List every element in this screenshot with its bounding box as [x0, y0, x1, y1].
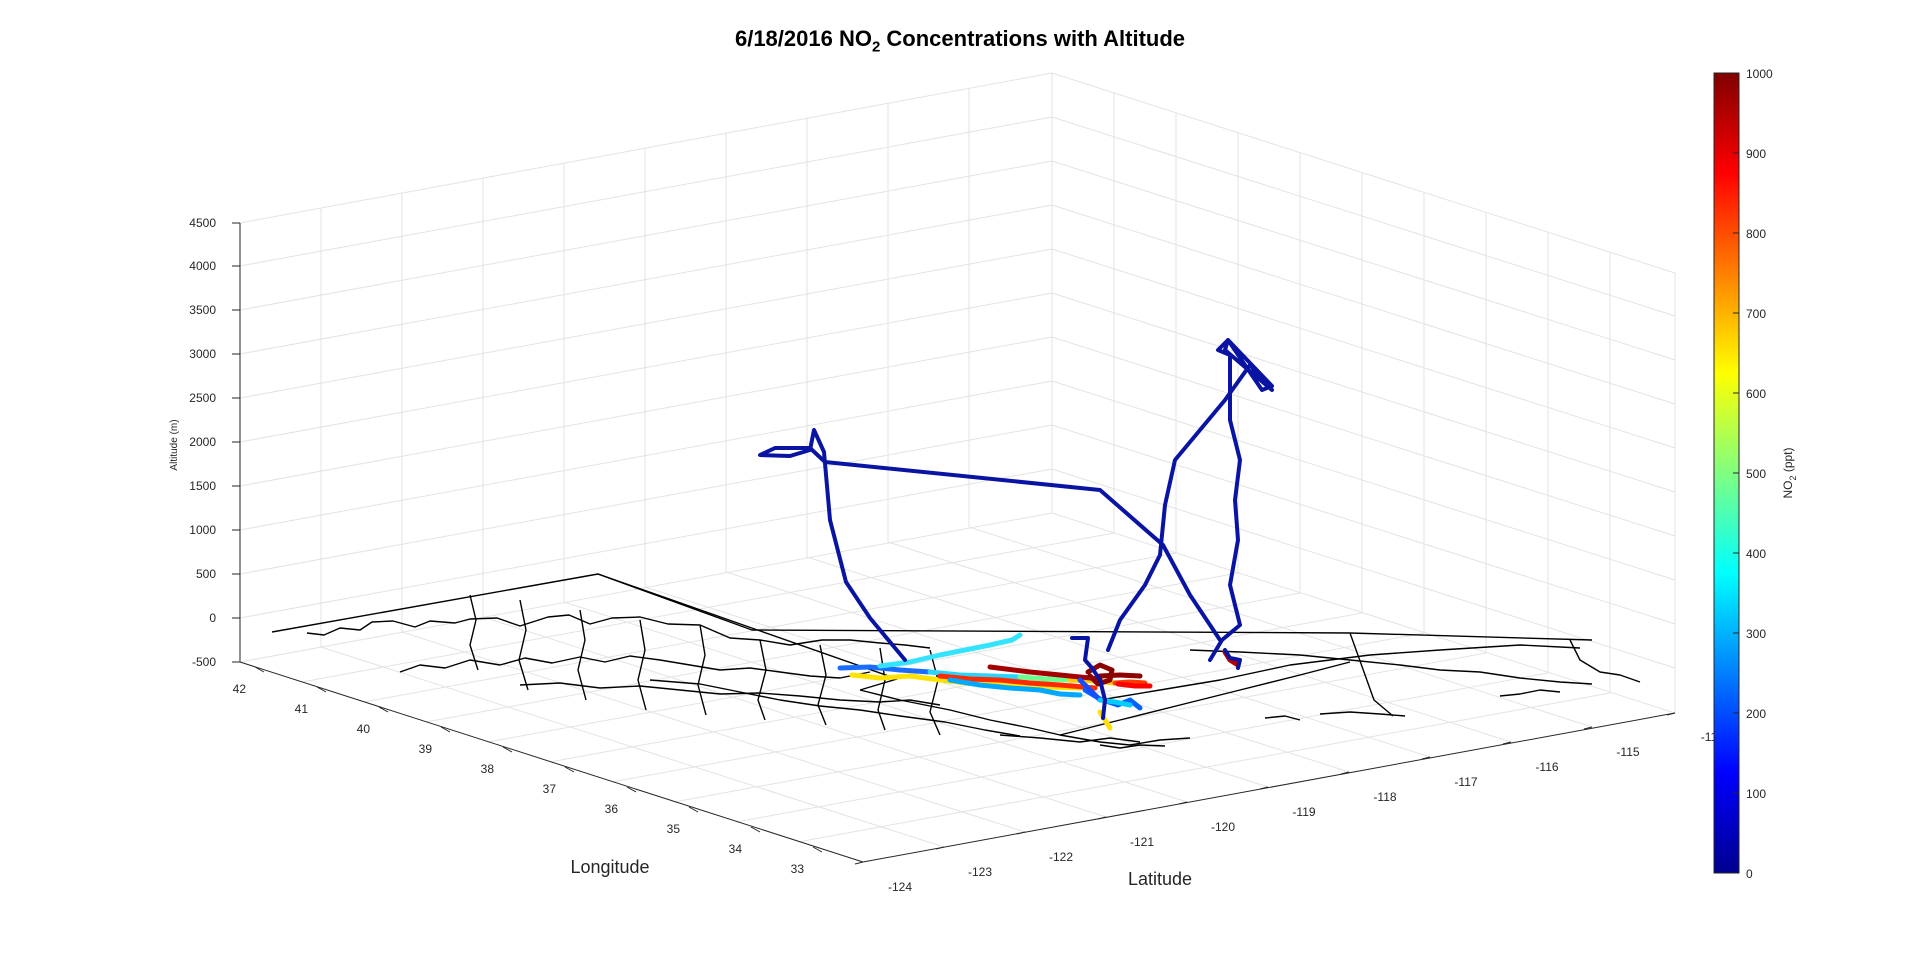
- flight-tracks-aloft: [758, 338, 1274, 720]
- y-tick-label: -11: [1701, 730, 1718, 744]
- z-tick-label: 4500: [189, 216, 216, 230]
- basemap: [271, 573, 1641, 749]
- z-axis-tick-labels: 4500 4000 3500 3000 2500 2000 1500 1000 …: [189, 216, 216, 669]
- colorbar-tick-label: 400: [1746, 547, 1766, 561]
- x-tick-label: 37: [543, 782, 557, 796]
- y-axis-ticks: [854, 712, 1676, 865]
- x-tick-label: 38: [481, 762, 495, 776]
- x-tick-label: 34: [729, 842, 743, 856]
- y-axis-label: Latitude: [1128, 869, 1192, 889]
- boundary-layer-track: [837, 632, 1241, 731]
- colorbar-tick-label: 100: [1746, 787, 1766, 801]
- y-tick-label: -119: [1292, 805, 1315, 819]
- grid-right-wall: [1051, 72, 1676, 714]
- x-tick-label: 39: [419, 742, 433, 756]
- y-tick-label: -120: [1211, 820, 1235, 834]
- y-tick-label: -118: [1373, 790, 1396, 804]
- colorbar-tick-label: 200: [1746, 707, 1766, 721]
- y-tick-label: -115: [1616, 745, 1639, 759]
- colorbar-tick-label: 800: [1746, 227, 1766, 241]
- axes-lines: [239, 223, 1676, 863]
- y-axis-tick-labels: -124 -123 -122 -121 -120 -119 -118 -117 …: [888, 730, 1718, 894]
- x-tick-label: 42: [233, 682, 247, 696]
- grid-floor: [301, 526, 1611, 848]
- z-tick-label: 2000: [189, 435, 216, 449]
- z-tick-label: 500: [196, 567, 216, 581]
- colorbar-tick-labels: 1000 900 800 700 600 500 400 300 200 100…: [1746, 67, 1773, 881]
- x-tick-label: 33: [791, 862, 805, 876]
- y-tick-label: -122: [1049, 850, 1073, 864]
- colorbar-label: NO2 (ppt): [1781, 447, 1798, 498]
- grid-left-wall: [239, 72, 1053, 663]
- flight-track-east: [1106, 338, 1274, 662]
- x-axis-tick-labels: 42 41 40 39 38 37 36 35 34 33: [233, 682, 805, 876]
- colorbar-tick-label: 0: [1746, 867, 1753, 881]
- colorbar-tick-label: 700: [1746, 307, 1766, 321]
- z-tick-label: 1000: [189, 523, 216, 537]
- colorbar-tick-label: 500: [1746, 467, 1766, 481]
- y-tick-label: -124: [888, 880, 912, 894]
- colorbar-tick-label: 300: [1746, 627, 1766, 641]
- chart-title: 6/18/2016 NO2 Concentrations with Altitu…: [734, 26, 1186, 56]
- z-tick-label: 1500: [189, 479, 216, 493]
- z-tick-label: -500: [192, 655, 216, 669]
- z-tick-label: 3000: [189, 347, 216, 361]
- y-tick-label: -117: [1454, 775, 1477, 789]
- y-tick-label: -121: [1130, 835, 1154, 849]
- x-tick-label: 36: [605, 802, 619, 816]
- x-axis-label: Longitude: [570, 857, 649, 877]
- z-tick-label: 2500: [189, 391, 216, 405]
- colorbar-tick-label: 1000: [1746, 67, 1773, 81]
- x-axis-ticks: [254, 666, 823, 853]
- colorbar-tick-label: 900: [1746, 147, 1766, 161]
- flight-track-west: [758, 428, 1222, 662]
- x-tick-label: 41: [295, 702, 309, 716]
- z-tick-label: 3500: [189, 303, 216, 317]
- y-tick-label: -123: [968, 865, 992, 879]
- x-tick-label: 40: [357, 722, 371, 736]
- y-tick-label: -116: [1535, 760, 1558, 774]
- z-axis-label: Altitude (m): [169, 419, 180, 470]
- z-tick-label: 0: [209, 611, 216, 625]
- colorbar-tick-label: 600: [1746, 387, 1766, 401]
- z-axis-ticks: [232, 222, 240, 663]
- x-tick-label: 35: [667, 822, 681, 836]
- z-tick-label: 4000: [189, 259, 216, 273]
- colorbar-ticks: [1733, 72, 1739, 874]
